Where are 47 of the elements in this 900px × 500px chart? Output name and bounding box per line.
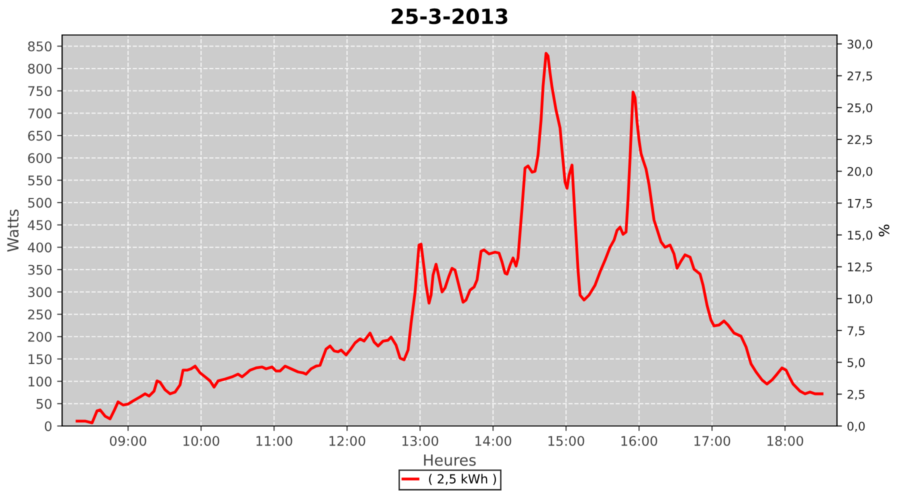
x-axis-title: Heures: [424, 454, 476, 466]
y2-tick-label: 22,5: [848, 135, 872, 146]
legend-label: ( 2,5 kWh ): [429, 474, 496, 486]
x-tick-label: 12:00: [330, 436, 366, 446]
x-tick-label: 11:00: [256, 436, 292, 446]
y-tick-label: 50: [36, 398, 52, 409]
x-tick-label: 10:00: [184, 436, 220, 446]
y2-axis-title: %: [878, 224, 890, 236]
y2-tick-label: 17,5: [848, 198, 872, 209]
y-tick-label: 400: [28, 242, 52, 252]
y2-tick-label: 2,5: [848, 390, 864, 400]
y-tick-label: 350: [28, 264, 52, 275]
y2-tick-label: 15,0: [848, 230, 872, 241]
x-tick-label: 18:00: [767, 436, 804, 446]
line-series: [76, 52, 824, 424]
y-tick-label: 100: [28, 376, 52, 387]
y-axis-title: Watts: [7, 210, 19, 252]
y-tick-label: 250: [28, 310, 52, 320]
y-tick-label: 200: [28, 332, 52, 342]
y-tick-label: 300: [28, 287, 52, 298]
y2-tick-label: 5,0: [848, 358, 865, 368]
y-tick-label: 150: [28, 354, 52, 364]
y2-tick-label: 27,5: [848, 71, 872, 82]
y-tick-label: 0: [44, 421, 52, 432]
y2-tick-label: 0,0: [848, 422, 865, 432]
y-tick-label: 500: [28, 198, 52, 208]
y-tick-label: 750: [28, 86, 52, 96]
x-tick-label: 13:00: [402, 436, 438, 446]
y-tick-label: 600: [28, 153, 52, 164]
y-tick-label: 800: [28, 64, 52, 74]
y-tick-label: 700: [28, 108, 52, 118]
y-tick-label: 650: [28, 130, 52, 141]
y2-tick-label: 7,5: [848, 326, 864, 336]
y-tick-label: 450: [28, 220, 52, 230]
y2-tick-label: 30,0: [848, 40, 872, 50]
x-tick-label: 17:00: [694, 436, 730, 446]
y-tick-label: 850: [28, 41, 52, 52]
x-tick-label: 15:00: [548, 436, 584, 446]
y-tick-label: 550: [28, 175, 52, 186]
y2-tick-label: 25,0: [848, 103, 872, 114]
y2-tick-label: 20,0: [848, 167, 872, 178]
y2-tick-label: 10,0: [848, 294, 872, 304]
x-tick-label: 09:00: [110, 436, 146, 446]
y2-tick-label: 12,5: [848, 262, 872, 273]
x-tick-label: 16:00: [621, 436, 658, 446]
x-tick-label: 14:00: [475, 436, 512, 446]
chart-title: 25-3-2013: [392, 8, 508, 24]
